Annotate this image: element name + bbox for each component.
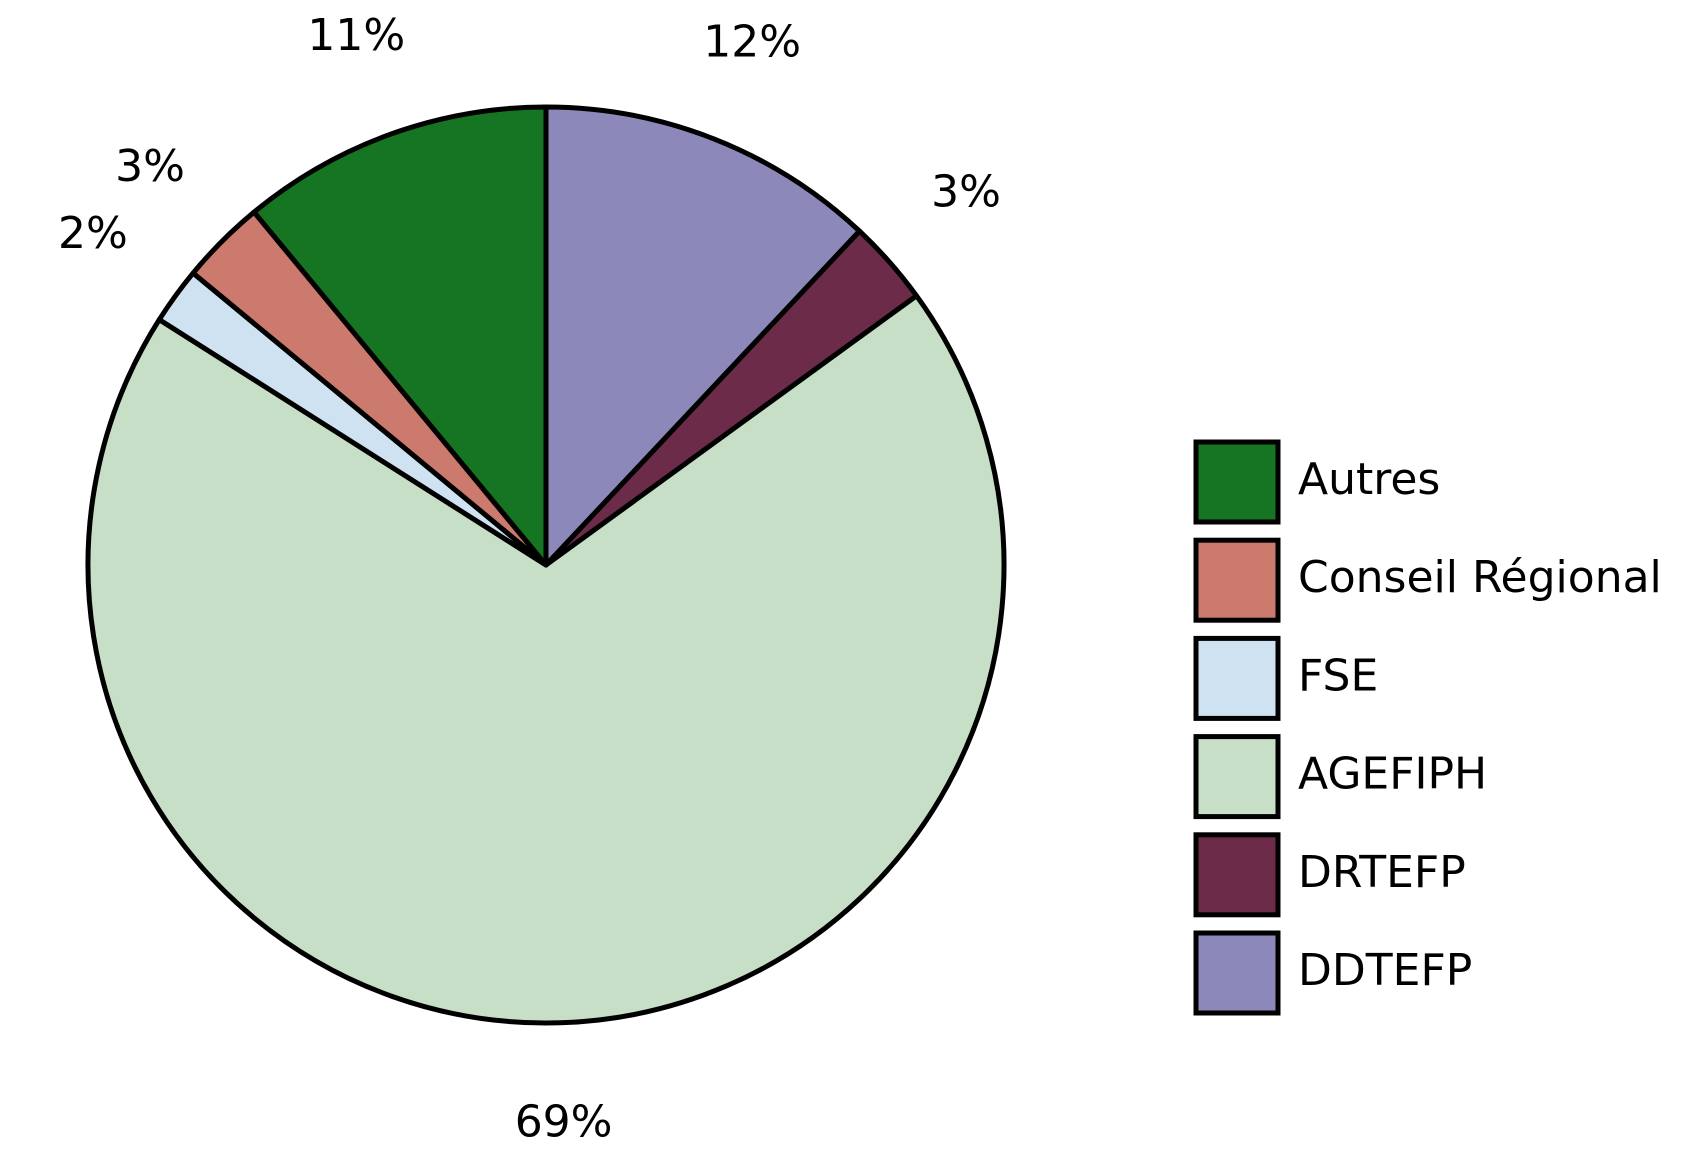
pie-slice xyxy=(543,104,863,568)
data-label: 2% xyxy=(58,208,128,259)
legend-swatch xyxy=(1193,734,1281,820)
legend-swatch xyxy=(1193,930,1281,1016)
legend-swatch xyxy=(1193,439,1281,525)
data-label: 3% xyxy=(931,167,1001,218)
pie-slice xyxy=(85,293,1007,1026)
data-label: 3% xyxy=(115,141,185,192)
legend-swatch xyxy=(1193,635,1281,721)
data-label: 12% xyxy=(703,16,801,67)
data-label: 69% xyxy=(515,1097,613,1148)
legend-swatch xyxy=(1193,832,1281,918)
legend-label: Conseil Régional xyxy=(1298,552,1662,603)
legend-label: AGEFIPH xyxy=(1298,749,1487,800)
legend-label: DRTEFP xyxy=(1298,847,1466,898)
legend-label: FSE xyxy=(1298,650,1378,701)
data-label: 11% xyxy=(307,10,405,61)
legend-label: DDTEFP xyxy=(1298,945,1472,996)
pie-slice xyxy=(251,104,549,568)
legend-label: Autres xyxy=(1298,454,1440,505)
legend-swatch xyxy=(1193,537,1281,623)
